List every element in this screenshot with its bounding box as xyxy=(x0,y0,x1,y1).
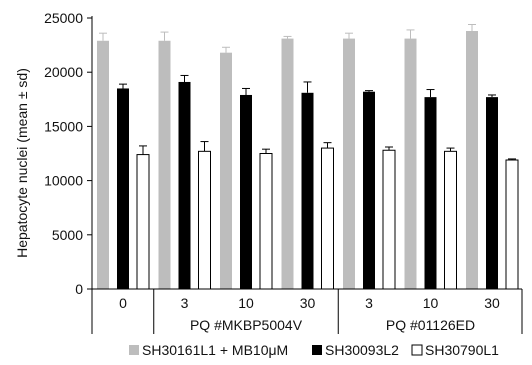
error-bar-series-2-cat-5 xyxy=(446,147,455,152)
y-tick-label: 10000 xyxy=(44,173,83,189)
error-bar-series-1-cat-3 xyxy=(303,81,312,93)
y-tick-labels: 0 5000 10000 15000 20000 25000 xyxy=(44,10,83,297)
error-bar-series-1-cat-4 xyxy=(365,90,373,92)
bar-series-1-cat-2 xyxy=(240,94,252,290)
group-labels: PQ #MKBP5004V PQ #01126ED xyxy=(190,317,475,333)
y-tick-label: 20000 xyxy=(44,64,83,80)
error-bar-series-0-cat-4 xyxy=(345,32,353,39)
bar-series-0-cat-2 xyxy=(220,52,232,289)
error-bar-series-2-cat-1 xyxy=(200,141,209,152)
x-tick-label: 3 xyxy=(181,295,189,311)
error-bar-series-1-cat-2 xyxy=(242,87,250,95)
error-bars xyxy=(99,24,516,161)
bar-series-2-cat-0 xyxy=(136,154,150,290)
error-bar-series-0-cat-3 xyxy=(283,35,292,39)
bar-series-2-cat-4 xyxy=(382,149,396,290)
bar-series-2-cat-2 xyxy=(259,153,273,290)
y-tick-label: 0 xyxy=(75,281,83,297)
x-tick-label: 3 xyxy=(365,295,373,311)
group-label: PQ #MKBP5004V xyxy=(190,317,303,333)
error-bar-series-2-cat-6 xyxy=(508,158,516,161)
bar-series-0-cat-4 xyxy=(343,38,355,289)
y-tick-label: 15000 xyxy=(44,118,83,134)
bar-series-0-cat-5 xyxy=(404,38,417,289)
x-tick-label: 10 xyxy=(238,295,254,311)
bar-series-1-cat-1 xyxy=(178,81,191,290)
error-bar-series-1-cat-5 xyxy=(426,89,435,98)
error-bar-series-2-cat-4 xyxy=(385,146,393,151)
bar-series-2-cat-6 xyxy=(505,159,519,290)
bar-series-1-cat-4 xyxy=(363,91,375,289)
bar-series-0-cat-1 xyxy=(158,40,171,289)
legend-swatch xyxy=(129,345,139,355)
bar-marks xyxy=(97,31,519,290)
y-tick-label: 5000 xyxy=(52,227,83,243)
bar-series-2-cat-3 xyxy=(321,147,334,290)
group-label: PQ #01126ED xyxy=(386,317,475,333)
y-tick-label: 25000 xyxy=(44,10,83,26)
legend: SH30161L1 + MB10μM SH30093L2 SH30790L1 xyxy=(129,342,499,358)
error-bar-series-0-cat-0 xyxy=(99,32,107,41)
bar-series-2-cat-1 xyxy=(198,150,211,290)
bar-series-0-cat-6 xyxy=(466,31,478,290)
y-axis-label: Hepatocyte nuclei (mean ± sd) xyxy=(14,68,30,258)
error-bar-series-2-cat-2 xyxy=(262,148,270,154)
error-bar-series-0-cat-2 xyxy=(222,46,230,53)
legend-label: SH30790L1 xyxy=(425,342,499,358)
error-bar-series-2-cat-3 xyxy=(323,142,332,149)
legend-item-2: SH30790L1 xyxy=(411,342,499,358)
legend-swatch xyxy=(411,344,423,356)
x-tick-labels: 0 3 10 30 3 10 30 xyxy=(119,295,500,311)
x-tick-label: 30 xyxy=(484,295,500,311)
error-bar-series-2-cat-0 xyxy=(139,145,147,155)
legend-item-1: SH30093L2 xyxy=(312,342,399,358)
legend-item-0: SH30161L1 + MB10μM xyxy=(129,342,288,358)
error-bar-series-1-cat-6 xyxy=(488,94,496,98)
axes xyxy=(87,16,523,334)
bar-series-1-cat-3 xyxy=(301,92,314,290)
error-bar-series-0-cat-5 xyxy=(406,29,415,39)
error-bar-series-0-cat-1 xyxy=(160,31,169,41)
bar-series-0-cat-0 xyxy=(97,40,109,289)
bar-series-0-cat-3 xyxy=(281,38,294,289)
error-bar-series-1-cat-0 xyxy=(119,83,127,89)
bar-series-1-cat-6 xyxy=(486,97,498,289)
x-tick-label: 30 xyxy=(300,295,316,311)
legend-label: SH30161L1 + MB10μM xyxy=(142,342,288,358)
x-tick-label: 0 xyxy=(119,295,127,311)
legend-label: SH30093L2 xyxy=(325,342,399,358)
x-tick-label: 10 xyxy=(423,295,439,311)
error-bar-series-0-cat-6 xyxy=(468,24,476,32)
error-bar-series-1-cat-1 xyxy=(180,74,189,82)
legend-swatch xyxy=(312,345,322,355)
bar-series-2-cat-5 xyxy=(444,150,457,290)
bar-series-1-cat-0 xyxy=(117,88,129,290)
bar-series-1-cat-5 xyxy=(424,97,437,289)
